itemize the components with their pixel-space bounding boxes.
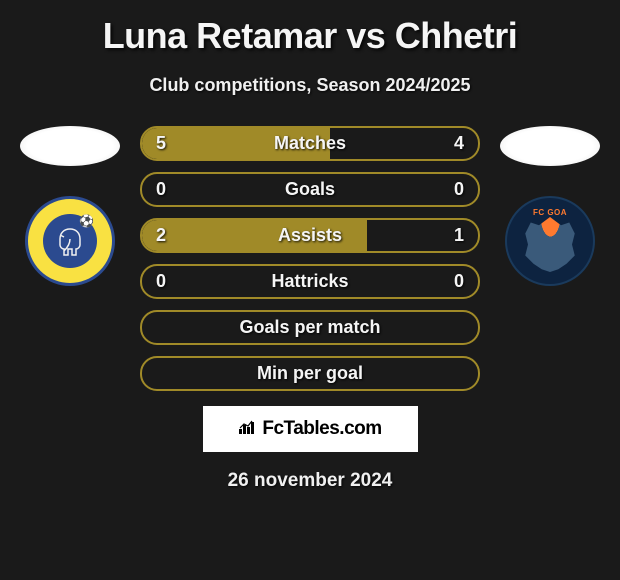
stat-label: Assists [166,225,454,246]
player-left-photo [20,126,120,166]
brand-text: FcTables.com [262,418,381,440]
date-text: 26 november 2024 [228,470,393,492]
stat-left-value: 5 [156,133,166,154]
team-right-logo [505,196,595,286]
stat-label: Matches [166,133,454,154]
stat-right-value: 4 [454,133,464,154]
stat-right-value: 0 [454,179,464,200]
stat-label: Min per goal [156,363,464,384]
stat-left-value: 2 [156,225,166,246]
stat-row-goals-per-match: Goals per match [140,310,480,345]
stat-label: Hattricks [166,271,454,292]
brand-box[interactable]: FcTables.com [203,406,418,452]
gaur-icon [523,217,578,272]
chart-icon [238,419,256,440]
player-right-column [490,126,610,286]
team-left-logo [25,196,115,286]
stat-right-value: 0 [454,271,464,292]
stat-row-hattricks: 0 Hattricks 0 [140,264,480,299]
comparison-card: Luna Retamar vs Chhetri Club competition… [0,0,620,502]
player-right-photo [500,126,600,166]
stat-label: Goals [166,179,454,200]
stat-left-value: 0 [156,271,166,292]
main-content: 5 Matches 4 0 Goals 0 2 Assists 1 0 Hatt… [0,126,620,391]
stat-label: Goals per match [156,317,464,338]
stats-column: 5 Matches 4 0 Goals 0 2 Assists 1 0 Hatt… [140,126,480,391]
page-subtitle: Club competitions, Season 2024/2025 [149,75,470,96]
stat-row-goals: 0 Goals 0 [140,172,480,207]
stat-right-value: 1 [454,225,464,246]
stat-row-assists: 2 Assists 1 [140,218,480,253]
stat-row-min-per-goal: Min per goal [140,356,480,391]
player-left-column [10,126,130,286]
elephant-icon [50,221,90,261]
stat-row-matches: 5 Matches 4 [140,126,480,161]
stat-left-value: 0 [156,179,166,200]
page-title: Luna Retamar vs Chhetri [103,15,518,57]
